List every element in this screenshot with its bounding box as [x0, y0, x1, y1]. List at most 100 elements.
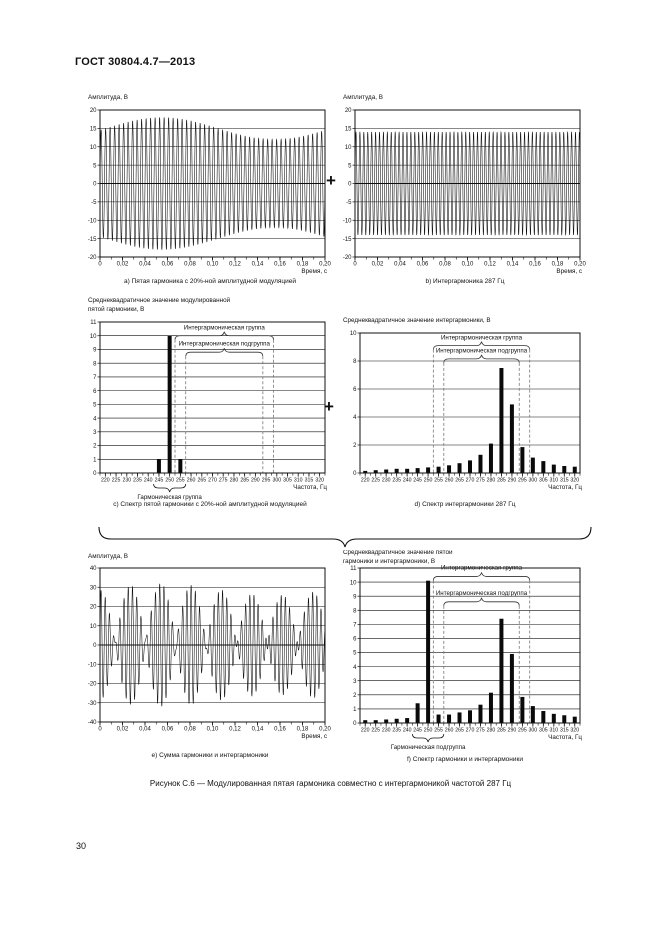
svg-text:270: 270 [466, 728, 475, 734]
svg-text:10: 10 [90, 334, 97, 340]
svg-text:Частота, Гц: Частота, Гц [548, 734, 582, 741]
svg-text:гармоники и интергармоники, В: гармоники и интергармоники, В [343, 558, 435, 565]
svg-text:235: 235 [392, 728, 401, 734]
chart-c-harmonic-spectrum: Среднеквадратичное значение модулированн… [80, 295, 340, 520]
svg-text:1: 1 [93, 457, 97, 463]
svg-text:260: 260 [445, 478, 454, 484]
svg-text:270: 270 [208, 478, 217, 484]
svg-text:20: 20 [345, 108, 352, 114]
svg-text:9: 9 [93, 348, 97, 354]
svg-text:5: 5 [93, 403, 97, 409]
svg-text:220: 220 [361, 478, 370, 484]
caption-chart-f: f) Спектр гармоники и интергармоники [407, 756, 523, 763]
svg-text:2: 2 [93, 444, 97, 450]
svg-text:10: 10 [90, 624, 97, 630]
svg-text:0,08: 0,08 [184, 727, 196, 733]
caption-chart-e: е) Сумма гармоники и интергармоники [151, 752, 269, 759]
svg-text:30: 30 [90, 585, 97, 591]
svg-text:4: 4 [353, 415, 357, 421]
svg-text:2: 2 [353, 693, 357, 699]
svg-text:230: 230 [122, 478, 131, 484]
svg-text:0,06: 0,06 [162, 262, 174, 268]
caption-chart-a: а) Пятая гармоника с 20%-ной амплитудной… [124, 278, 296, 285]
svg-text:290: 290 [508, 478, 517, 484]
svg-text:Амплитуда, В: Амплитуда, В [88, 553, 128, 560]
chart-d-interharmonic-spectrum: Среднеквадратичное значение интергармони… [335, 295, 595, 520]
svg-text:5: 5 [348, 163, 352, 169]
svg-text:10: 10 [350, 580, 357, 586]
svg-text:230: 230 [382, 478, 391, 484]
svg-text:305: 305 [539, 478, 548, 484]
svg-text:0,06: 0,06 [162, 727, 174, 733]
svg-text:-10: -10 [343, 218, 352, 224]
c-chart-svg: Среднеквадратичное значение модулированн… [88, 296, 327, 501]
svg-text:250: 250 [165, 478, 174, 484]
svg-text:20: 20 [90, 605, 97, 611]
svg-text:Частота, Гц: Частота, Гц [548, 484, 582, 491]
svg-text:пятой гармоники, В: пятой гармоники, В [88, 305, 144, 313]
svg-text:315: 315 [560, 478, 569, 484]
a-chart-svg: Амплитуда, В -20 -15 -10 -5 0 5 10 15 20 0 0,02 0,04… [88, 94, 332, 275]
b-chart-svg: Амплитуда, В -20 -15 -10 -5 0 5 10 15 20 0 0,02 0,04… [343, 94, 587, 275]
svg-text:0,02: 0,02 [117, 262, 129, 268]
svg-text:Время, с: Время, с [301, 268, 327, 275]
svg-text:0: 0 [348, 182, 352, 188]
svg-text:3: 3 [353, 679, 357, 685]
svg-text:0,02: 0,02 [372, 262, 384, 268]
svg-text:0,10: 0,10 [207, 727, 219, 733]
svg-text:240: 240 [403, 478, 412, 484]
svg-text:-10: -10 [88, 662, 97, 668]
svg-text:3: 3 [93, 430, 97, 436]
caption-chart-c: с) Спектр пятой гармоники с 20%-ной ампл… [113, 501, 307, 508]
svg-text:0,06: 0,06 [417, 262, 429, 268]
svg-text:Среднеквадратичное значение ин: Среднеквадратичное значение интергармони… [343, 317, 491, 324]
svg-text:15: 15 [345, 127, 352, 133]
svg-text:295: 295 [518, 478, 527, 484]
svg-text:320: 320 [315, 478, 324, 484]
svg-text:305: 305 [539, 728, 548, 734]
svg-text:0,16: 0,16 [274, 727, 286, 733]
svg-text:250: 250 [424, 728, 433, 734]
svg-text:0,12: 0,12 [484, 262, 496, 268]
svg-text:8: 8 [93, 361, 97, 367]
svg-text:Гармоническая группа: Гармоническая группа [137, 494, 202, 501]
svg-text:0,18: 0,18 [552, 262, 564, 268]
svg-text:0,08: 0,08 [439, 262, 451, 268]
svg-text:Интергармоническая подгруппа: Интергармоническая подгруппа [436, 348, 528, 355]
svg-text:0,02: 0,02 [117, 727, 129, 733]
svg-text:-20: -20 [343, 255, 352, 261]
svg-text:10: 10 [345, 145, 352, 151]
svg-text:0: 0 [98, 727, 102, 733]
svg-text:Амплитуда, В: Амплитуда, В [88, 94, 128, 101]
svg-text:225: 225 [112, 478, 121, 484]
d-chart-svg: Среднеквадратичное значение интергармони… [343, 317, 582, 491]
svg-text:1: 1 [353, 707, 357, 713]
svg-text:Среднеквадратичное значение мо: Среднеквадратичное значение модулированн… [88, 296, 231, 304]
svg-text:0,08: 0,08 [184, 262, 196, 268]
f-chart-svg: Среднеквадратичное значение пятой гармони… [343, 550, 582, 751]
svg-text:0: 0 [93, 182, 97, 188]
svg-text:-5: -5 [346, 200, 352, 206]
svg-text:310: 310 [549, 478, 558, 484]
figure-caption: Рисунок С.6 — Модулированная пятая гармо… [149, 779, 512, 788]
chart-f-combined-spectrum: Среднеквадратичное значение пятой гармони… [335, 550, 595, 780]
svg-text:235: 235 [392, 478, 401, 484]
svg-text:220: 220 [101, 478, 110, 484]
svg-text:255: 255 [176, 478, 185, 484]
svg-text:280: 280 [230, 478, 239, 484]
svg-text:Частота, Гц: Частота, Гц [293, 484, 327, 491]
svg-text:265: 265 [455, 728, 464, 734]
svg-text:0,10: 0,10 [207, 262, 219, 268]
svg-text:245: 245 [155, 478, 164, 484]
svg-text:220: 220 [361, 728, 370, 734]
svg-text:310: 310 [549, 728, 558, 734]
svg-text:305: 305 [283, 478, 292, 484]
svg-text:15: 15 [90, 127, 97, 133]
svg-text:5: 5 [353, 651, 357, 657]
svg-text:40: 40 [90, 566, 97, 572]
svg-text:250: 250 [424, 478, 433, 484]
svg-text:285: 285 [497, 728, 506, 734]
svg-text:225: 225 [371, 728, 380, 734]
svg-text:-15: -15 [343, 237, 352, 243]
svg-text:6: 6 [353, 387, 357, 393]
